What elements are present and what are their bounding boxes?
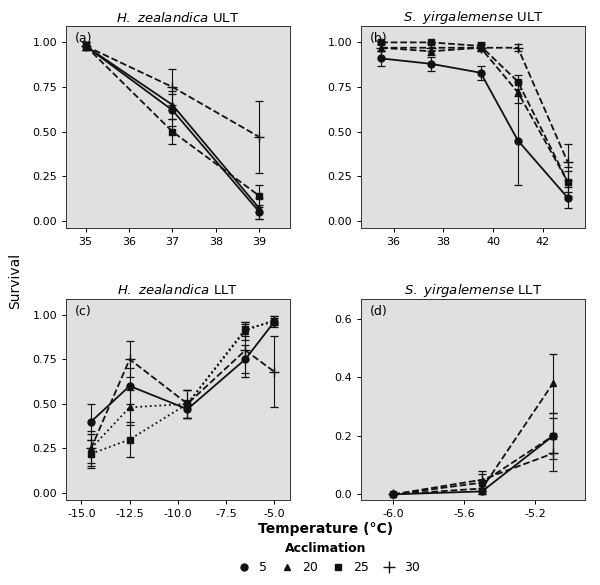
Title: $\mathit{H.\ zealandica}$ LLT: $\mathit{H.\ zealandica}$ LLT (118, 283, 238, 297)
Text: (b): (b) (370, 32, 388, 46)
Text: (a): (a) (75, 32, 92, 46)
Title: $\mathit{S.\ yirgalemense}$ ULT: $\mathit{S.\ yirgalemense}$ ULT (403, 9, 544, 26)
Text: (c): (c) (75, 305, 92, 318)
Title: $\mathit{H.\ zealandica}$ ULT: $\mathit{H.\ zealandica}$ ULT (116, 11, 239, 25)
Text: Survival: Survival (8, 253, 22, 309)
Legend: 5, 20, 25, 30: 5, 20, 25, 30 (232, 542, 420, 574)
Text: (d): (d) (370, 305, 388, 318)
Title: $\mathit{S.\ yirgalemense}$ LLT: $\mathit{S.\ yirgalemense}$ LLT (404, 281, 542, 298)
Text: Temperature (°C): Temperature (°C) (258, 522, 394, 536)
